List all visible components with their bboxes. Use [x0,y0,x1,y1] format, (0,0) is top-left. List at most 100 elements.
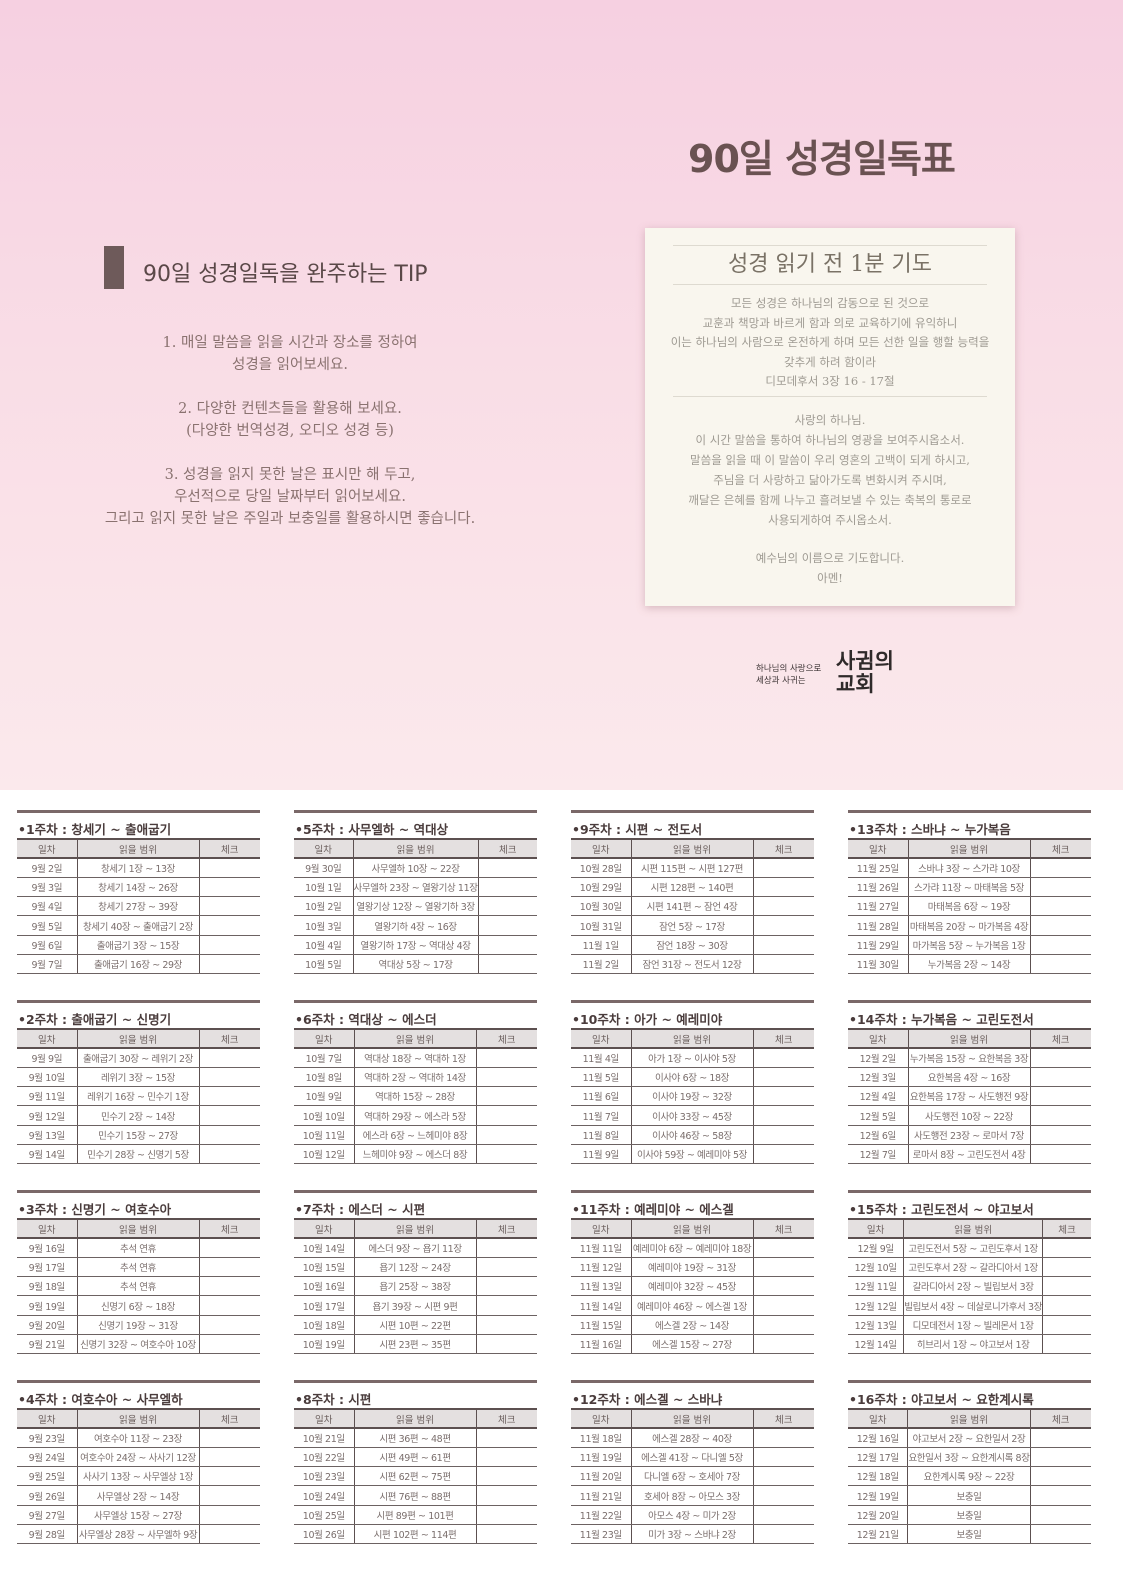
check-cell[interactable] [752,1105,814,1126]
check-cell[interactable] [752,1315,814,1335]
check-cell[interactable] [475,1238,537,1258]
check-cell[interactable] [1029,1485,1091,1506]
check-cell[interactable] [752,877,814,898]
check-cell[interactable] [475,1315,537,1335]
check-cell[interactable] [475,1125,537,1145]
check-cell[interactable] [752,1505,814,1525]
check-cell[interactable] [1029,1105,1091,1126]
check-cell[interactable] [198,1505,260,1525]
check-cell[interactable] [198,1447,260,1468]
check-cell[interactable] [1041,1257,1091,1278]
check-cell[interactable] [1029,858,1091,878]
check-cell[interactable] [1029,1067,1091,1088]
check-cell[interactable] [198,858,260,878]
check-cell[interactable] [198,915,260,936]
check-cell[interactable] [198,1466,260,1487]
check-cell[interactable] [475,1067,537,1088]
check-cell[interactable] [1029,1144,1091,1165]
check-cell[interactable] [475,1048,537,1068]
check-cell[interactable] [198,1105,260,1126]
check-cell[interactable] [1041,1276,1091,1297]
check-cell[interactable] [752,954,814,975]
check-cell[interactable] [752,858,814,878]
check-cell[interactable] [752,1276,814,1297]
check-cell[interactable] [198,1276,260,1297]
check-cell[interactable] [1029,1048,1091,1068]
check-cell[interactable] [475,1466,537,1487]
check-cell[interactable] [1041,1315,1091,1335]
check-cell[interactable] [475,1144,537,1165]
range-cell: 출애굽기 3장 ~ 15장 [76,935,199,955]
check-cell[interactable] [477,896,537,917]
check-cell[interactable] [752,1067,814,1088]
check-cell[interactable] [752,1125,814,1145]
check-cell[interactable] [475,1295,537,1316]
check-cell[interactable] [198,1086,260,1107]
check-cell[interactable] [1029,1125,1091,1145]
check-cell[interactable] [198,1048,260,1068]
check-cell[interactable] [198,896,260,917]
check-cell[interactable] [1029,1524,1091,1545]
check-cell[interactable] [752,1428,814,1448]
check-cell[interactable] [477,935,537,955]
check-cell[interactable] [198,1334,260,1355]
check-cell[interactable] [1029,1466,1091,1487]
check-cell[interactable] [1041,1295,1091,1316]
check-cell[interactable] [475,1086,537,1107]
check-cell[interactable] [475,1447,537,1468]
check-cell[interactable] [475,1505,537,1525]
check-cell[interactable] [198,1238,260,1258]
check-cell[interactable] [475,1105,537,1126]
check-cell[interactable] [752,1257,814,1278]
check-cell[interactable] [1029,1447,1091,1468]
check-cell[interactable] [752,1447,814,1468]
check-cell[interactable] [475,1276,537,1297]
check-cell[interactable] [752,1334,814,1355]
check-cell[interactable] [477,915,537,936]
check-cell[interactable] [475,1428,537,1448]
check-cell[interactable] [1029,935,1091,955]
check-cell[interactable] [198,1315,260,1335]
check-cell[interactable] [752,1048,814,1068]
check-cell[interactable] [475,1334,537,1355]
check-cell[interactable] [1029,915,1091,936]
check-cell[interactable] [752,1524,814,1545]
check-cell[interactable] [198,1257,260,1278]
check-cell[interactable] [198,1428,260,1448]
check-cell[interactable] [752,896,814,917]
check-cell[interactable] [198,1067,260,1088]
check-cell[interactable] [475,1485,537,1506]
check-cell[interactable] [198,954,260,975]
check-cell[interactable] [198,1295,260,1316]
check-cell[interactable] [475,1257,537,1278]
day-cell: 11월 28일 [848,915,908,936]
check-cell[interactable] [477,954,537,975]
check-cell[interactable] [198,877,260,898]
table-row: 11월 29일 마가복음 5장 ~ 누가복음 1장 [848,935,1091,955]
check-cell[interactable] [198,935,260,955]
check-cell[interactable] [752,1144,814,1165]
check-cell[interactable] [752,915,814,936]
check-cell[interactable] [1041,1334,1091,1355]
check-cell[interactable] [752,935,814,955]
check-cell[interactable] [752,1295,814,1316]
check-cell[interactable] [752,1086,814,1107]
check-cell[interactable] [198,1524,260,1545]
check-cell[interactable] [752,1485,814,1506]
check-cell[interactable] [752,1238,814,1258]
check-cell[interactable] [1029,1505,1091,1525]
check-cell[interactable] [1029,896,1091,917]
check-cell[interactable] [1029,1086,1091,1107]
check-cell[interactable] [475,1524,537,1545]
check-cell[interactable] [1029,954,1091,975]
check-cell[interactable] [1041,1238,1091,1258]
check-cell[interactable] [477,877,537,898]
check-cell[interactable] [198,1485,260,1506]
check-cell[interactable] [198,1144,260,1165]
check-cell[interactable] [477,858,537,878]
day-cell: 9월 17일 [17,1257,77,1278]
check-cell[interactable] [752,1466,814,1487]
check-cell[interactable] [1029,877,1091,898]
check-cell[interactable] [198,1125,260,1145]
check-cell[interactable] [1029,1428,1091,1448]
